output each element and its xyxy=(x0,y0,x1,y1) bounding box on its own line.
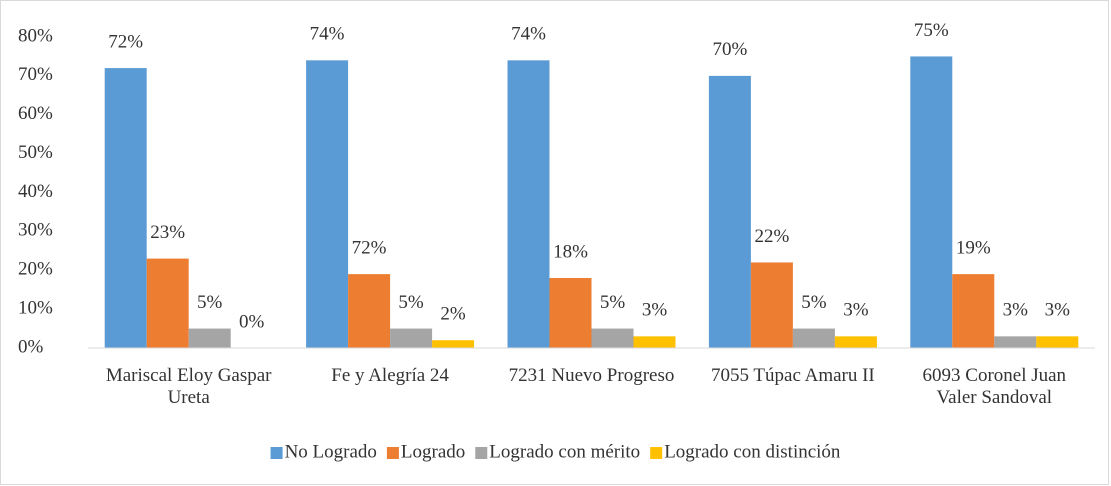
data-label: 5% xyxy=(197,292,223,313)
data-label: 74% xyxy=(511,24,546,45)
data-label: 0% xyxy=(239,311,265,332)
y-tick-label: 60% xyxy=(18,103,53,124)
bar xyxy=(507,60,550,348)
data-label: 23% xyxy=(150,222,185,243)
y-tick-label: 80% xyxy=(18,25,53,46)
bar xyxy=(591,328,634,348)
bar xyxy=(348,274,391,348)
data-label: 3% xyxy=(1003,300,1029,321)
x-tick-label: 7231 Nuevo Progreso xyxy=(508,365,675,386)
bar xyxy=(104,68,147,348)
legend-label: Logrado con distinción xyxy=(664,441,841,462)
x-tick-label: Mariscal Eloy Gaspar Ureta xyxy=(105,365,272,408)
bar xyxy=(910,56,953,348)
data-label: 22% xyxy=(754,226,789,247)
bar xyxy=(633,336,676,348)
data-label: 72% xyxy=(108,31,143,52)
x-tick-label: Fe y Alegría 24 xyxy=(331,365,449,386)
legend-swatch xyxy=(386,447,399,459)
legend-swatch xyxy=(475,447,488,459)
y-tick-label: 30% xyxy=(18,220,53,241)
y-tick-label: 0% xyxy=(18,336,44,357)
y-tick-label: 70% xyxy=(18,64,53,85)
data-label: 5% xyxy=(801,292,827,313)
data-label: 72% xyxy=(352,237,387,258)
legend-swatch xyxy=(650,447,663,459)
data-label: 3% xyxy=(642,300,668,321)
bar xyxy=(188,328,231,348)
bar xyxy=(792,328,835,348)
bar xyxy=(708,75,751,348)
data-label: 5% xyxy=(600,292,626,313)
bar xyxy=(994,336,1037,348)
data-label: 3% xyxy=(1045,300,1071,321)
data-label: 19% xyxy=(956,237,991,258)
bar xyxy=(306,60,349,348)
bar xyxy=(390,328,433,348)
bar xyxy=(146,258,189,348)
bar xyxy=(549,278,592,348)
y-tick-label: 40% xyxy=(18,181,53,202)
x-tick-label: 6093 Coronel Juan Valer Sandoval xyxy=(922,365,1067,408)
y-tick-label: 20% xyxy=(18,259,53,280)
data-label: 2% xyxy=(440,304,466,325)
y-tick-label: 50% xyxy=(18,142,53,163)
bar xyxy=(834,336,877,348)
x-tick-label: 7055 Túpac Amaru II xyxy=(711,365,875,386)
bar xyxy=(952,274,995,348)
legend-label: Logrado xyxy=(401,441,465,462)
data-label: 18% xyxy=(553,241,588,262)
y-tick-label: 10% xyxy=(18,297,53,318)
data-label: 5% xyxy=(398,292,424,313)
legend-label: Logrado con mérito xyxy=(489,441,640,462)
bar xyxy=(432,340,475,348)
legend-swatch xyxy=(270,447,283,459)
data-label: 75% xyxy=(914,20,949,41)
data-label: 74% xyxy=(310,24,345,45)
bar xyxy=(750,262,793,348)
legend-label: No Logrado xyxy=(285,441,377,462)
data-label: 3% xyxy=(843,300,869,321)
bar xyxy=(1036,336,1079,348)
data-label: 70% xyxy=(712,39,747,60)
